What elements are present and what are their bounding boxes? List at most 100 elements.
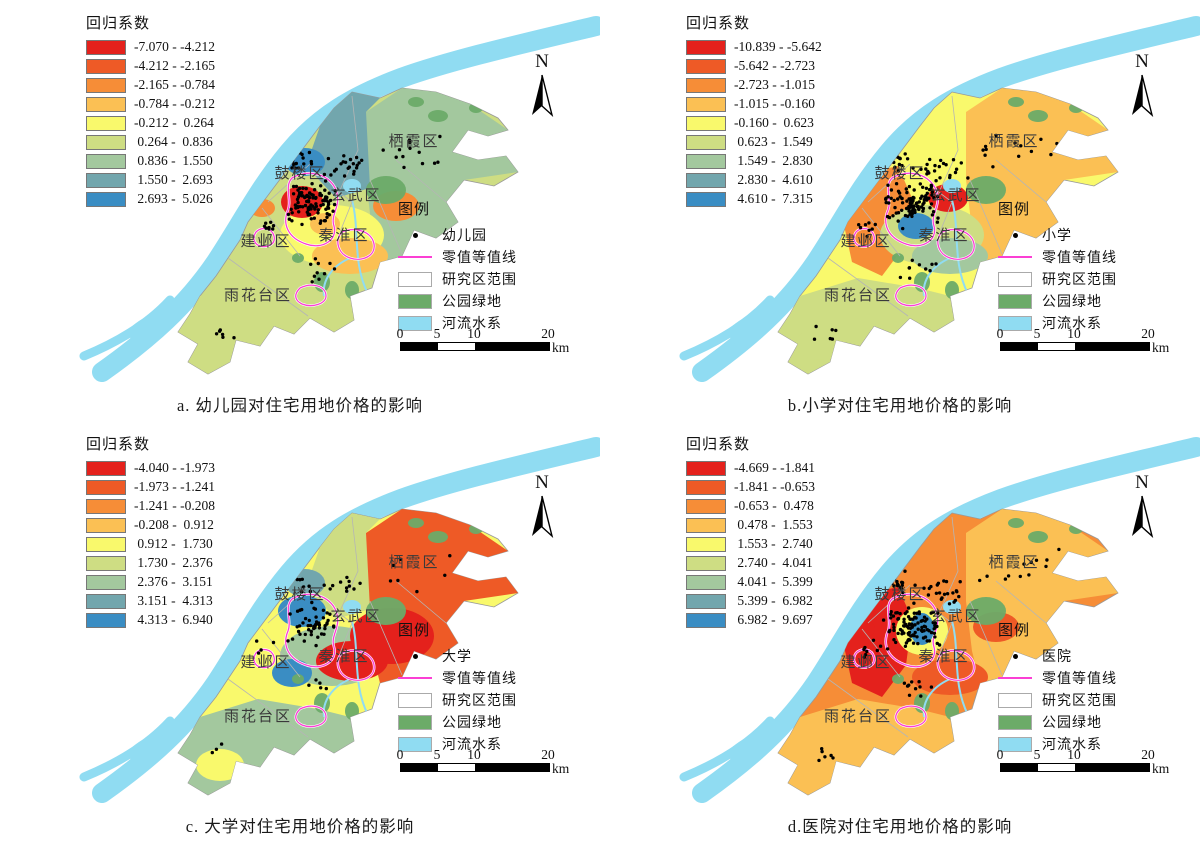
legend-class-label: 0.478 - 1.553 <box>734 517 813 532</box>
region-north_band <box>306 513 380 619</box>
scale-tick-label: 0 <box>996 747 1004 762</box>
legend-class-row: 2.693 - 5.026 <box>86 191 215 207</box>
legend-class-row: -1.241 - -0.208 <box>86 498 215 514</box>
map-legend: 图例 幼儿园 零值等值线 研究区范围 公园绿地 河流水系 <box>398 198 517 337</box>
area-symbol <box>998 736 1032 752</box>
zero-line-symbol <box>398 677 432 679</box>
legend-class-row: 2.830 - 4.610 <box>686 172 822 188</box>
zero-contour <box>885 172 939 247</box>
zero-contour <box>937 650 975 681</box>
legend-class-label: 3.151 - 4.313 <box>134 593 213 608</box>
scale-tick-label: 10 <box>1067 747 1081 762</box>
map-legend-label: 零值等值线 <box>442 251 517 266</box>
panel-caption-c: c. 大学对住宅用地价格的影响 <box>185 817 415 836</box>
district-label: 建邺区 <box>240 654 291 671</box>
park-green-patch <box>966 597 1006 625</box>
panel-caption-b: b.小学对住宅用地价格的影响 <box>787 396 1013 415</box>
scale-bar-segment <box>1075 764 1149 771</box>
scale-bar-segment <box>1038 343 1075 350</box>
legend-class-label: -0.208 - 0.912 <box>134 517 214 532</box>
scale-bar-segment <box>401 764 438 771</box>
map-area-a: 栖霞区 玄武区 鼓楼区 建邺区 秦淮区 雨花台区 回归系数 -7.070 - -4.212 -4… <box>0 0 600 392</box>
scale-unit: km <box>1152 340 1170 355</box>
scale-bar-segment <box>475 764 549 771</box>
legend-swatch <box>86 134 126 150</box>
district-label: 鼓楼区 <box>874 586 925 603</box>
scale-tick-label: 20 <box>541 326 555 341</box>
legend-class-row: -1.015 - -0.160 <box>686 96 822 112</box>
legend-swatch <box>686 498 726 514</box>
facility-points <box>210 554 452 755</box>
legend-class-label: -0.212 - 0.264 <box>134 115 214 130</box>
map-legend-row: 研究区范围 <box>398 692 517 709</box>
legend-class-row: 0.264 - 0.836 <box>86 134 215 150</box>
district-label: 栖霞区 <box>988 554 1039 571</box>
inner-river <box>351 199 369 295</box>
north-arrow-icon <box>1132 495 1154 539</box>
scale-tick-label: 10 <box>467 326 481 341</box>
legend-class-label: 2.830 - 4.610 <box>734 172 813 187</box>
legend-class-label: -1.241 - -0.208 <box>134 498 215 513</box>
area-symbol <box>398 315 432 331</box>
scale-tick-label: 0 <box>396 747 404 762</box>
legend-class-row: 1.549 - 2.830 <box>686 153 822 169</box>
district-label: 玄武区 <box>330 608 381 625</box>
legend-swatch <box>86 536 126 552</box>
panel-caption-a: a. 幼儿园对住宅用地价格的影响 <box>176 396 424 415</box>
park-green-patch <box>945 702 959 720</box>
map-legend-label: 零值等值线 <box>442 672 517 687</box>
map-legend-title: 图例 <box>998 623 1031 639</box>
river-channel <box>128 734 166 765</box>
legend-class-label: -0.784 - -0.212 <box>134 96 215 111</box>
facility-dot-key-icon <box>398 653 432 659</box>
park-key-icon <box>998 714 1032 730</box>
study-area-key-icon <box>398 271 432 287</box>
map-legend-label: 公园绿地 <box>1042 295 1102 310</box>
legend-swatch <box>86 58 126 74</box>
legend-class-row: -0.160 - 0.623 <box>686 115 822 131</box>
legend-swatch <box>686 593 726 609</box>
xuanwu-lake <box>943 600 961 614</box>
north-arrow-icon <box>532 495 554 539</box>
scale-bar-strip <box>1000 342 1150 351</box>
map-legend-label: 研究区范围 <box>1042 694 1117 709</box>
legend-class-row: -7.070 - -4.212 <box>86 39 215 55</box>
scale-bar-segment <box>1075 343 1149 350</box>
north-arrow: N <box>1124 473 1160 543</box>
map-legend-label: 公园绿地 <box>442 716 502 731</box>
legend-class-label: 0.912 - 1.730 <box>134 536 213 551</box>
district-label: 玄武区 <box>330 187 381 204</box>
legend-swatch <box>86 555 126 571</box>
legend-class-label: 5.399 - 6.982 <box>734 593 813 608</box>
map-legend-row: 零值等值线 <box>398 249 517 266</box>
park-green-patch <box>408 518 424 528</box>
district-label: 雨花台区 <box>224 708 292 725</box>
legend-class-row: -4.669 - -1.841 <box>686 460 815 476</box>
legend-class-row: 0.623 - 1.549 <box>686 134 822 150</box>
district-label: 建邺区 <box>840 233 891 250</box>
legend-class-label: -0.653 - 0.478 <box>734 498 814 513</box>
map-legend-row: 幼儿园 <box>398 227 517 244</box>
zero-line-key-icon <box>398 677 432 679</box>
scale-tick-label: 20 <box>1141 326 1155 341</box>
scale-tick-label: 0 <box>996 326 1004 341</box>
map-legend-row: 河流水系 <box>998 315 1117 332</box>
legend-swatch <box>86 172 126 188</box>
legend-class-row: 0.912 - 1.730 <box>86 536 215 552</box>
map-legend-row: 公园绿地 <box>398 293 517 310</box>
legend-class-label: 4.041 - 5.399 <box>734 574 813 589</box>
legend-class-row: 6.982 - 9.697 <box>686 612 815 628</box>
park-key-icon <box>998 293 1032 309</box>
yangtze-river <box>92 16 600 382</box>
scale-tick-label: 10 <box>467 747 481 762</box>
map-legend-label: 医院 <box>1042 650 1072 665</box>
area-symbol <box>398 714 432 730</box>
map-legend-row: 河流水系 <box>398 315 517 332</box>
district-label: 雨花台区 <box>224 287 292 304</box>
coefficient-legend: 回归系数 -7.070 - -4.212 -4.212 - -2.165 -2.165… <box>86 12 215 211</box>
north-label: N <box>1135 472 1149 493</box>
scale-unit: km <box>552 340 570 355</box>
district-label: 秦淮区 <box>318 227 369 244</box>
park-green-patch <box>1008 518 1024 528</box>
